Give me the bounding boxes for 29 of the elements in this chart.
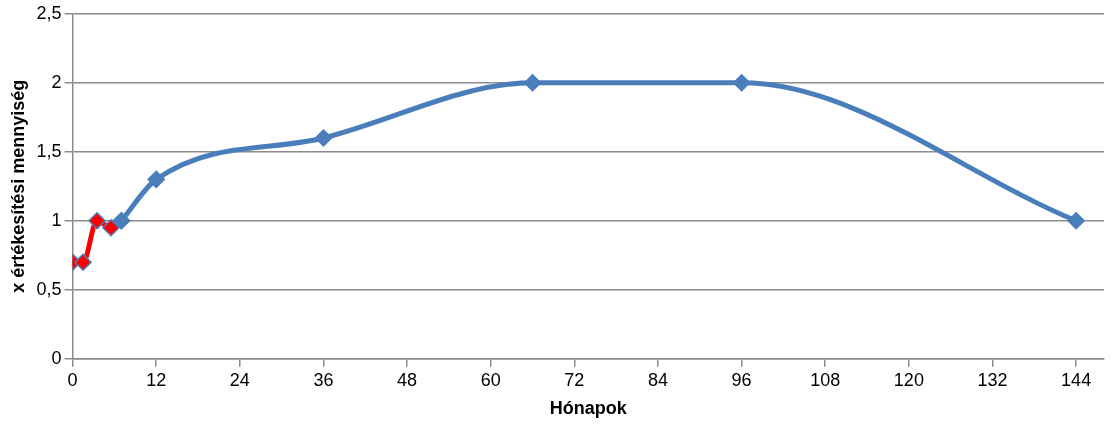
x-tick-label: 48 [397, 369, 418, 390]
y-tick-label: 0,5 [36, 278, 62, 299]
point [1067, 212, 1085, 230]
x-tick-label: 60 [480, 369, 501, 390]
y-axis-title: x értékesítési mennyiség [7, 79, 28, 293]
point [523, 74, 542, 92]
y-tick-label: 1 [51, 209, 62, 230]
point [314, 129, 333, 147]
x-tick-label: 108 [810, 369, 841, 390]
x-tick-label: 72 [564, 369, 585, 390]
x-tick-label: 120 [893, 369, 924, 390]
point [88, 212, 106, 230]
x-tick-label: 84 [647, 369, 669, 390]
y-tick-label: 2,5 [36, 2, 62, 23]
x-tick-label: 12 [146, 369, 167, 390]
x-tick-label: 24 [229, 369, 250, 390]
x-tick-label: 144 [1061, 369, 1092, 390]
x-tick-label: 132 [977, 369, 1008, 390]
point [74, 253, 92, 271]
x-tick-label: 96 [731, 369, 752, 390]
y-tick-label: 2 [51, 71, 62, 92]
point [102, 218, 120, 237]
y-tick-label: 0 [51, 347, 62, 368]
x-axis-title: Hónapok [549, 398, 628, 419]
x-tick-label: 36 [313, 369, 334, 390]
y-tick-label: 1,5 [36, 140, 62, 161]
point [732, 74, 751, 92]
x-tick-label: 0 [67, 369, 78, 390]
point [147, 170, 165, 189]
